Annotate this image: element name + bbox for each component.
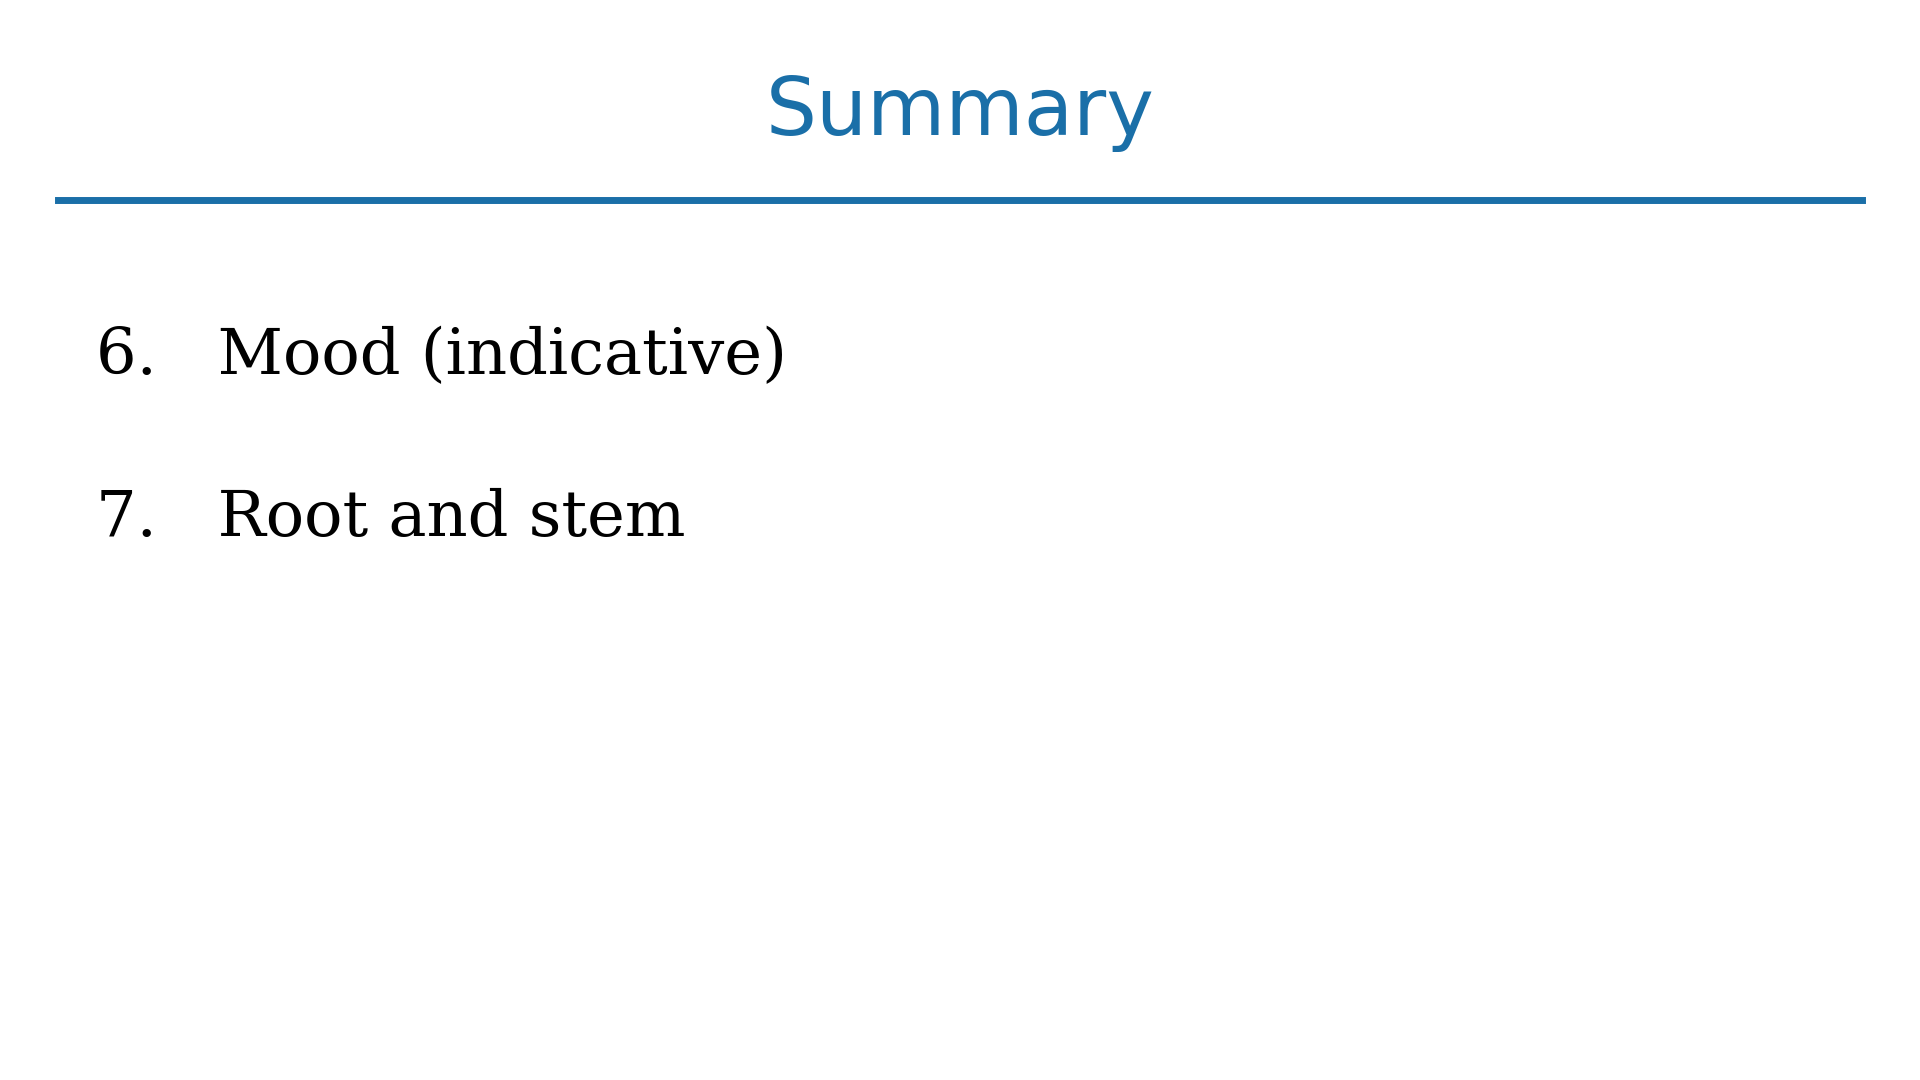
Text: 7.   Root and stem: 7. Root and stem [96,488,685,549]
Text: Summary: Summary [766,75,1154,152]
Text: 6.   Mood (indicative): 6. Mood (indicative) [96,326,787,387]
